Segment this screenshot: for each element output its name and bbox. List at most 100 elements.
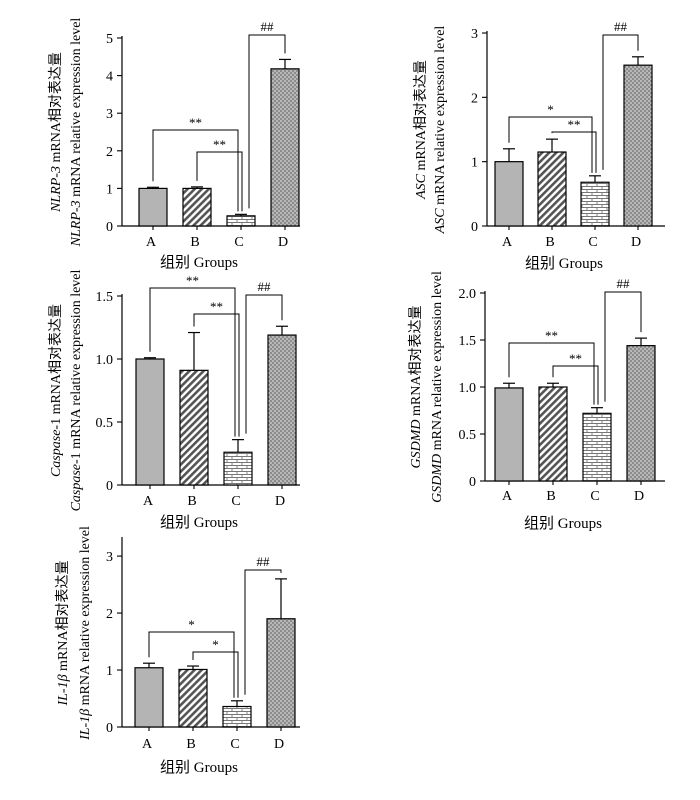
error-bar-C [235, 213, 247, 216]
significance-label: ** [189, 115, 202, 130]
error-bar-A [143, 662, 155, 668]
x-tick-label: A [143, 494, 154, 509]
y-axis-title-cn: IL-1β mRNA相对表达量 [55, 560, 71, 706]
significance-bracket: ## [244, 554, 282, 695]
error-bar-A [147, 186, 159, 189]
error-bar-D [635, 337, 647, 346]
significance-label: ## [257, 554, 271, 569]
x-tick-label: B [186, 737, 195, 752]
significance-label: ** [569, 351, 582, 366]
error-bar-A [503, 382, 515, 388]
y-tick-label: 3 [106, 550, 113, 565]
error-bar-C [232, 439, 244, 453]
y-tick-label: 2 [106, 607, 113, 622]
significance-label: ** [568, 117, 581, 132]
bar-D [266, 618, 296, 728]
error-bar-B [191, 186, 203, 189]
x-tick-label: A [502, 235, 513, 250]
error-bar-B [547, 382, 559, 387]
y-tick-label: 1.0 [459, 381, 477, 396]
y-tick-label: 5 [106, 32, 113, 47]
significance-bracket: ** [152, 115, 239, 212]
chart-panel-4: 0 0.5 1.0 1.5 2.0 A B C D ** ** ## 组别 Groups GSDMD mR… [408, 271, 665, 532]
significance-label: ## [258, 279, 272, 294]
bar-D [626, 345, 656, 482]
bar-C [580, 181, 610, 227]
chart-panel-3: 0 0.5 1.0 1.5 A B C D ** ** ## 组别 Groups Caspase-1 m… [48, 269, 300, 531]
x-axis-title: 组别 Groups [160, 254, 238, 271]
y-tick-label: 1 [106, 664, 113, 679]
y-tick-label: 1.5 [459, 334, 477, 349]
significance-bracket: ** [551, 117, 597, 173]
bar-B [538, 386, 568, 482]
y-tick-label: 1 [471, 156, 478, 171]
y-tick-label: 0.5 [96, 416, 114, 431]
significance-label: * [547, 102, 554, 117]
y-tick-label: 2 [106, 145, 113, 160]
x-tick-label: B [187, 494, 196, 509]
error-bar-C [591, 407, 603, 414]
significance-bracket: ## [248, 19, 286, 209]
y-tick-label: 0 [106, 721, 113, 736]
x-tick-label: D [634, 489, 644, 504]
bar-A [134, 667, 164, 728]
bar-D [267, 334, 297, 486]
significance-bracket: ** [552, 351, 599, 405]
bar-A [138, 187, 168, 227]
significance-bracket: ** [149, 273, 236, 437]
significance-bracket: * [148, 617, 235, 698]
x-axis-title: 组别 Groups [525, 255, 603, 272]
x-tick-label: C [590, 489, 599, 504]
bar-D [270, 68, 300, 227]
chart-panel-1: 0 1 2 3 4 5 A B C D ** ** ## 组别 Groups NLRP-3 mRNA相对表达… [48, 18, 300, 271]
x-tick-label: C [234, 235, 243, 250]
y-tick-label: 0 [469, 475, 476, 490]
bar-B [179, 369, 209, 486]
significance-bracket: * [192, 637, 239, 698]
y-axis-title-en: NLRP-3 mRNA relative expression level [69, 18, 84, 248]
x-axis-title: 组别 Groups [524, 515, 602, 532]
significance-label: ## [614, 19, 628, 34]
y-tick-label: 3 [471, 27, 478, 42]
x-axis-title: 组别 Groups [160, 759, 238, 776]
y-axis-title-en: GSDMD mRNA relative expression level [430, 271, 445, 503]
x-tick-label: A [142, 737, 153, 752]
bar-C [222, 705, 252, 728]
y-tick-label: 2.0 [459, 287, 477, 302]
x-tick-label: D [278, 235, 288, 250]
y-tick-label: 4 [106, 70, 113, 85]
significance-bracket: ## [245, 279, 283, 434]
bar-C [582, 412, 612, 482]
error-bar-C [231, 700, 243, 707]
error-bar-D [275, 578, 287, 619]
y-axis-title-cn: NLRP-3 mRNA相对表达量 [48, 52, 64, 213]
x-tick-label: B [546, 489, 555, 504]
bar-A [494, 161, 524, 227]
error-bar-A [144, 357, 156, 359]
x-axis-title: 组别 Groups [160, 514, 238, 531]
x-tick-label: B [190, 235, 199, 250]
error-bar-B [546, 138, 558, 153]
bar-B [178, 668, 208, 728]
significance-label: ## [617, 276, 631, 291]
significance-bracket: ## [604, 276, 642, 402]
error-bar-D [276, 325, 288, 336]
bar-C [226, 215, 256, 227]
x-tick-label: A [502, 489, 513, 504]
y-axis-title-en: IL-1β mRNA relative expression level [78, 526, 93, 741]
error-bar-B [187, 665, 199, 670]
chart-panel-5: 0 1 2 3 A B C D * * ## 组别 Groups IL-1β mRNA相对表达量 IL-1… [55, 526, 300, 776]
x-tick-label: C [231, 494, 240, 509]
bar-D [623, 64, 653, 227]
x-tick-label: B [545, 235, 554, 250]
error-bar-A [503, 148, 515, 162]
x-tick-label: D [275, 494, 285, 509]
error-bar-C [589, 175, 601, 183]
significance-label: ** [545, 328, 558, 343]
x-tick-label: C [230, 737, 239, 752]
significance-label: * [188, 617, 195, 632]
error-bar-D [632, 56, 644, 66]
error-bar-D [279, 58, 291, 69]
